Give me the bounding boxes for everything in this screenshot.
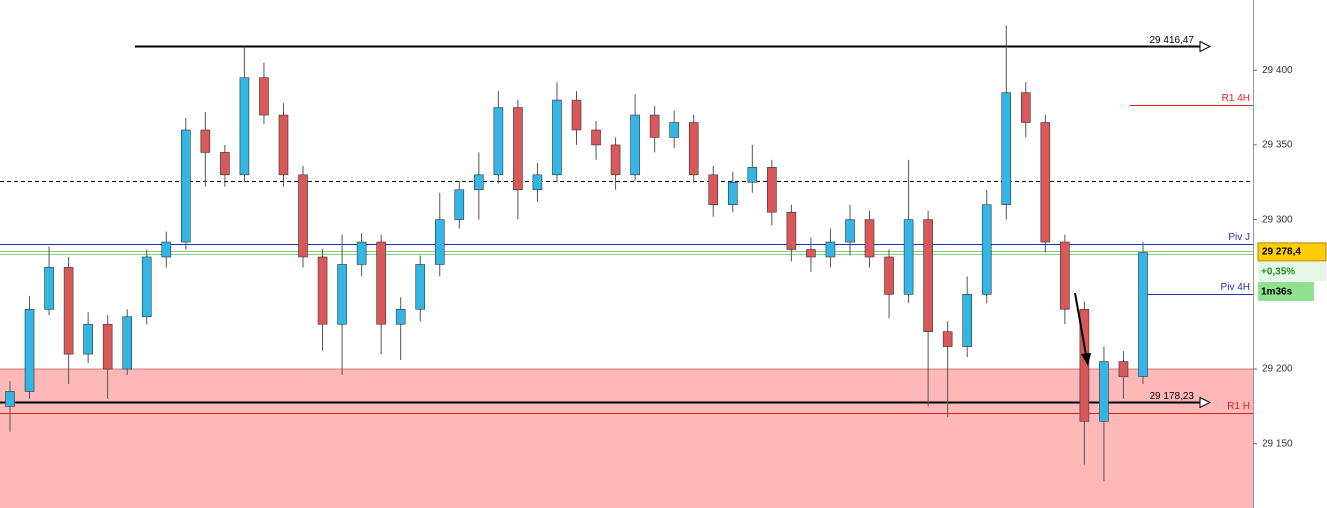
candle-body	[806, 249, 816, 258]
candle-body	[1138, 252, 1148, 377]
candle-body	[747, 167, 758, 183]
candle-body	[688, 122, 699, 176]
candle-body	[83, 323, 93, 355]
last-price: 29 278,4	[1262, 247, 1301, 258]
candle-body	[239, 77, 250, 176]
candle-body	[1060, 241, 1070, 310]
timer-label: 1m36s	[1261, 287, 1293, 298]
support-zone	[0, 369, 1253, 508]
candle-body	[649, 114, 660, 138]
candle-body	[708, 174, 719, 205]
candle-body	[942, 331, 953, 347]
y-tick-label: 29 350	[1262, 140, 1293, 151]
candle-body	[181, 129, 191, 243]
candle-body	[141, 256, 152, 318]
candle-body	[1040, 122, 1051, 243]
candle-body	[669, 122, 679, 138]
candle-body	[903, 219, 914, 295]
annotation-arrow	[1074, 292, 1087, 356]
candle-body	[1001, 92, 1012, 205]
candle-body	[923, 219, 933, 332]
change-label: +0,35%	[1261, 267, 1295, 278]
level-price-label: 29 178,23	[1150, 391, 1195, 402]
candle-body	[376, 241, 386, 325]
candle-body	[259, 77, 269, 116]
candle-body	[571, 99, 582, 131]
candles-layer	[5, 25, 1148, 482]
level-arrow	[1199, 396, 1212, 409]
candle-body	[220, 152, 230, 176]
candle-body	[825, 241, 836, 258]
candle-body	[200, 129, 211, 153]
candle-body	[356, 241, 367, 265]
candle-body	[395, 308, 406, 325]
level-name: Piv J	[1228, 232, 1250, 243]
change-box	[1258, 261, 1326, 281]
y-tick-label: 29 200	[1262, 364, 1293, 375]
level-name: R1 H	[1227, 401, 1250, 412]
level-price-label: 29 416,47	[1150, 35, 1195, 46]
candle-body	[454, 189, 465, 220]
candle-body	[102, 323, 113, 370]
candle-body	[1079, 308, 1090, 422]
levels-layer: 29 416,47 29 178,23 R1 4H Piv J Piv 4H R1 H	[0, 35, 1253, 414]
y-tick-label: 29 300	[1262, 214, 1293, 225]
candle-body	[864, 219, 875, 258]
candle-body	[513, 107, 523, 191]
candle-body	[981, 204, 992, 295]
candle-body	[1099, 361, 1109, 422]
candle-body	[591, 129, 601, 146]
level-arrow	[1199, 40, 1212, 53]
candle-body	[884, 256, 894, 295]
candle-body	[630, 114, 640, 176]
candle-body	[122, 316, 133, 370]
level-name: Piv 4H	[1221, 282, 1250, 293]
candle-body	[552, 99, 562, 176]
candle-body	[767, 167, 777, 213]
y-tick-label: 29 150	[1262, 438, 1293, 449]
candle-body	[493, 107, 504, 176]
candle-body	[24, 308, 35, 392]
candle-body	[161, 241, 172, 258]
candle-body	[1020, 92, 1031, 123]
candle-body	[845, 219, 855, 243]
annotation-arrowhead	[1081, 353, 1091, 366]
candle-body	[5, 391, 15, 407]
candle-body	[610, 144, 621, 176]
y-tick-label: 29 400	[1262, 65, 1293, 76]
level-name: R1 4H	[1222, 93, 1250, 104]
candle-body	[44, 267, 54, 310]
candle-body	[317, 256, 328, 325]
candle-body	[474, 174, 484, 191]
zone-layer	[0, 368, 1253, 508]
candle-body	[962, 294, 972, 347]
axis-layer: 29 150 29 200 29 300 29 350 29 400 29 278,4 +0…	[1253, 65, 1327, 449]
candle-body	[1118, 361, 1129, 377]
last-price-box	[1257, 242, 1327, 262]
candle-body	[532, 174, 543, 191]
candle-body	[415, 264, 426, 310]
candle-body	[434, 219, 445, 265]
timer-box	[1258, 281, 1314, 301]
candle-body	[727, 181, 738, 205]
candle-body	[298, 174, 308, 258]
candle-body	[278, 114, 289, 176]
candle-body	[786, 211, 797, 250]
candle-body	[63, 267, 74, 355]
candle-body	[337, 264, 347, 325]
